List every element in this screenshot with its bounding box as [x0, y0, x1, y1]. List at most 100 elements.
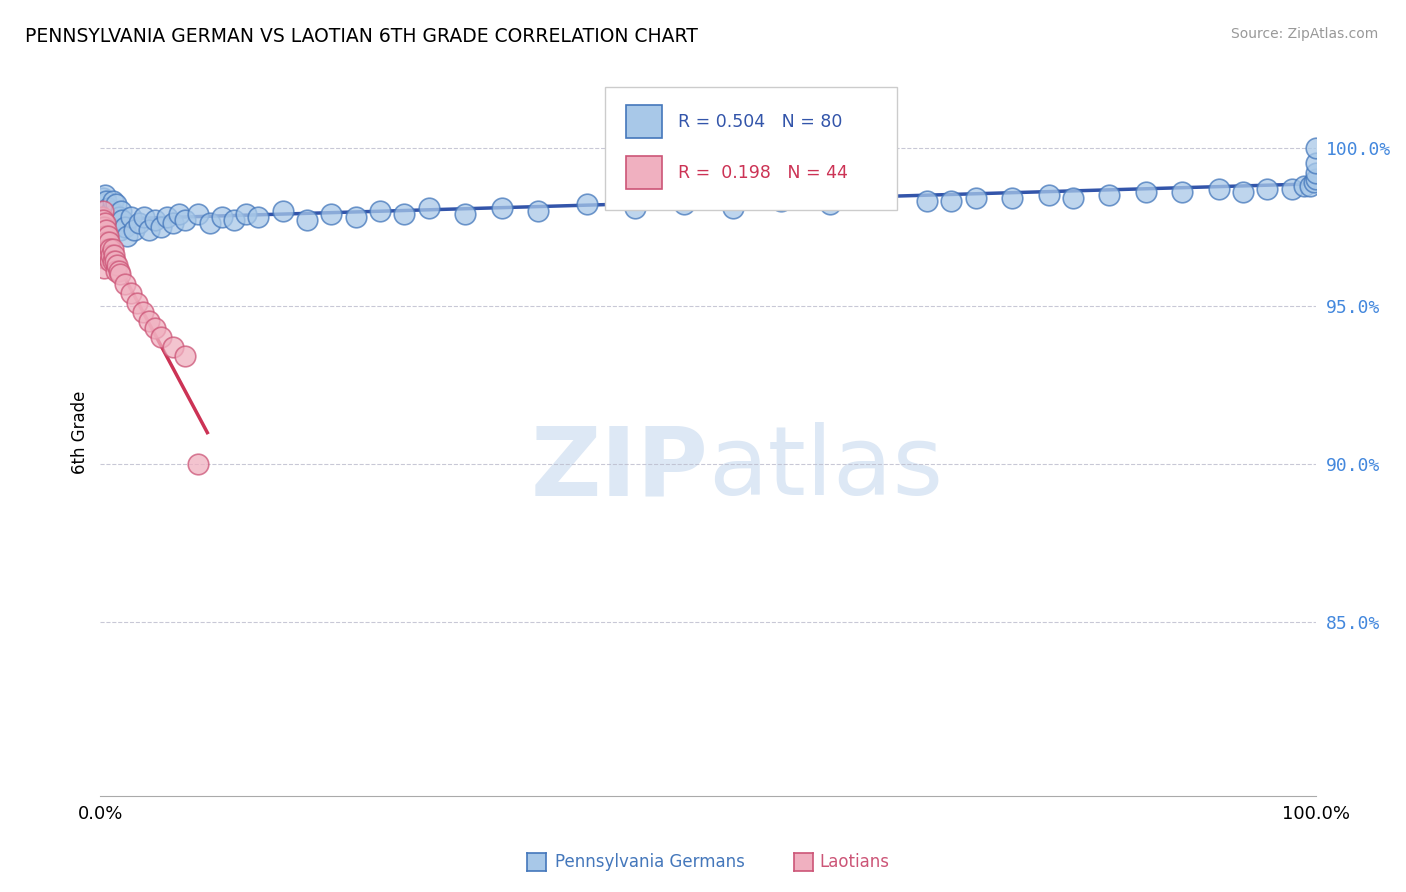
Text: Source: ZipAtlas.com: Source: ZipAtlas.com: [1230, 27, 1378, 41]
Point: [105, 217, 128, 231]
Point: [1292, 178, 1315, 193]
Point: [143, 213, 166, 227]
Point: [1171, 185, 1194, 199]
Point: [868, 191, 890, 205]
Text: Laotians: Laotians: [820, 853, 890, 871]
Point: [527, 203, 550, 218]
Point: [103, 248, 125, 262]
Point: [174, 349, 197, 363]
Point: [98, 223, 121, 237]
Point: [90, 242, 112, 256]
Text: R = 0.504   N = 80: R = 0.504 N = 80: [678, 112, 842, 130]
Point: [105, 264, 128, 278]
Point: [91, 213, 114, 227]
Point: [103, 219, 125, 234]
Point: [770, 194, 793, 209]
Point: [321, 207, 343, 221]
Point: [94, 217, 117, 231]
Point: [271, 203, 294, 218]
Point: [93, 252, 115, 266]
Text: Pennsylvania Germans: Pennsylvania Germans: [555, 853, 745, 871]
Bar: [626, 105, 662, 137]
Point: [96, 213, 118, 227]
Point: [94, 207, 117, 221]
Point: [114, 219, 136, 234]
Point: [235, 207, 257, 221]
Point: [98, 242, 121, 256]
Point: [344, 210, 367, 224]
Point: [93, 229, 115, 244]
Point: [104, 207, 127, 221]
Point: [90, 203, 112, 218]
Point: [143, 320, 166, 334]
Point: [156, 210, 179, 224]
Point: [134, 210, 156, 224]
Point: [150, 219, 173, 234]
Point: [97, 201, 120, 215]
Bar: [626, 156, 662, 188]
Point: [247, 210, 270, 224]
Point: [1038, 188, 1060, 202]
Point: [100, 248, 122, 262]
Point: [418, 201, 440, 215]
Point: [394, 207, 416, 221]
FancyBboxPatch shape: [605, 87, 897, 211]
Point: [91, 191, 114, 205]
Point: [454, 207, 477, 221]
Point: [97, 219, 120, 234]
Point: [94, 242, 117, 256]
Point: [150, 330, 173, 344]
Point: [90, 219, 112, 234]
Point: [132, 305, 155, 319]
Point: [721, 201, 744, 215]
Point: [1305, 156, 1327, 170]
Point: [93, 197, 115, 211]
Point: [107, 264, 129, 278]
Point: [295, 213, 318, 227]
Point: [93, 242, 115, 256]
Point: [97, 248, 120, 262]
Point: [93, 260, 115, 275]
Point: [96, 235, 118, 250]
Point: [1281, 182, 1303, 196]
Text: R =  0.198   N = 44: R = 0.198 N = 44: [678, 163, 848, 181]
Point: [222, 213, 245, 227]
Point: [111, 213, 134, 227]
Point: [169, 207, 191, 221]
Point: [1135, 185, 1157, 199]
Point: [211, 210, 233, 224]
Point: [174, 213, 197, 227]
Point: [120, 210, 142, 224]
Point: [672, 197, 695, 211]
Point: [1098, 188, 1121, 202]
Point: [97, 242, 120, 256]
Point: [1208, 182, 1230, 196]
Point: [90, 232, 112, 246]
Point: [108, 223, 131, 237]
Point: [97, 229, 120, 244]
Point: [491, 201, 513, 215]
Point: [93, 219, 115, 234]
Point: [91, 210, 114, 224]
Point: [1305, 172, 1327, 186]
Point: [1062, 191, 1084, 205]
Point: [101, 213, 124, 227]
Point: [575, 197, 598, 211]
Point: [105, 197, 128, 211]
Point: [104, 254, 127, 268]
Point: [114, 277, 136, 291]
Point: [96, 248, 118, 262]
Point: [100, 203, 122, 218]
Point: [101, 254, 124, 268]
Point: [107, 210, 129, 224]
Point: [1232, 185, 1254, 199]
Point: [101, 242, 124, 256]
Point: [818, 197, 841, 211]
Point: [90, 210, 112, 224]
Point: [128, 217, 150, 231]
Point: [93, 217, 115, 231]
Point: [1302, 175, 1324, 189]
Point: [97, 210, 120, 224]
Point: [1299, 178, 1322, 193]
Point: [624, 201, 647, 215]
